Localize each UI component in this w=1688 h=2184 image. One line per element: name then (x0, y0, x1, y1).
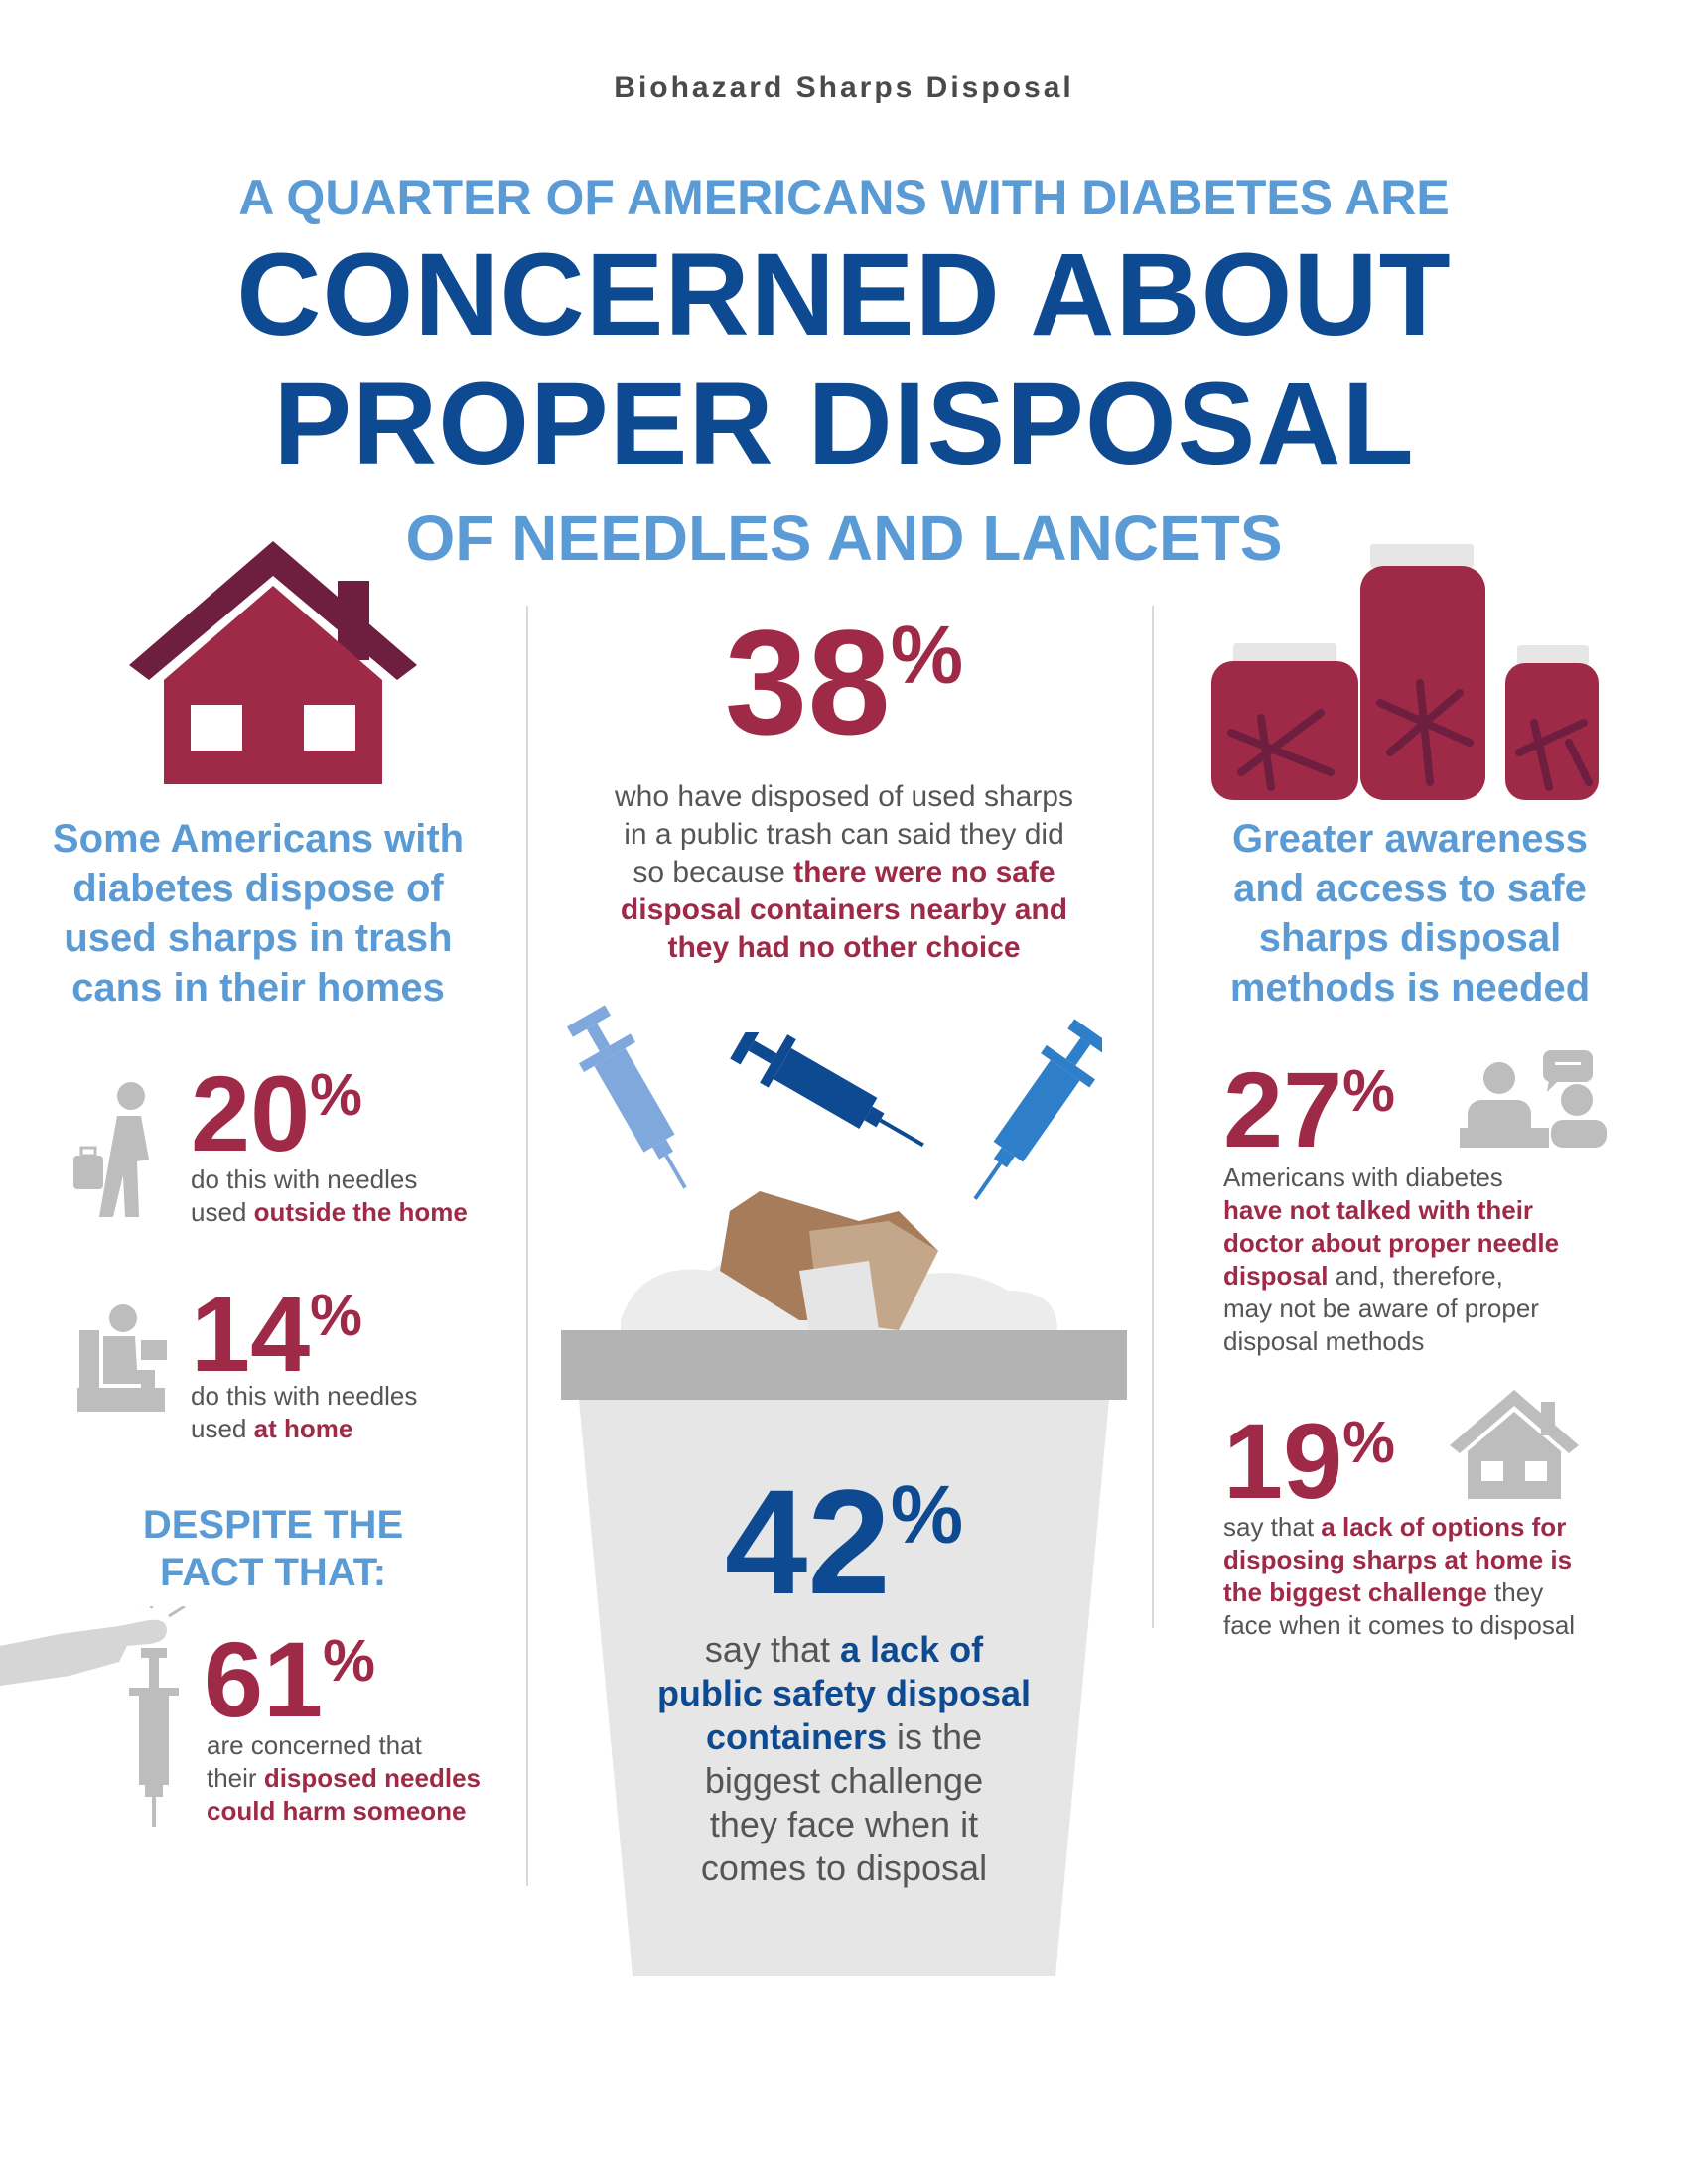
stat-19-value: 19% (1223, 1401, 1395, 1521)
seated-person-icon (77, 1304, 167, 1412)
stat-20-value: 20% (191, 1053, 362, 1173)
syringe-icon (129, 1648, 179, 1827)
column-divider-left (526, 606, 528, 1886)
headline-line4: OF NEEDLES AND LANCETS (405, 502, 1283, 574)
stat-38-value: 38% (724, 599, 964, 765)
syringe-navy-icon (730, 1032, 924, 1148)
stat-19-text: say that a lack of options for disposing… (1223, 1512, 1576, 1640)
stat-42-value: 42% (724, 1458, 964, 1625)
conversation-icon (1460, 1050, 1607, 1148)
headline-line1: A QUARTER OF AMERICANS WITH DIABETES ARE (238, 170, 1450, 225)
stat-61-value: 61% (204, 1619, 375, 1739)
stat-38-text: who have disposed of used sharps in a pu… (615, 780, 1073, 964)
walking-person-icon (73, 1082, 149, 1217)
headline-line3: PROPER DISPOSAL (273, 358, 1415, 489)
syringe-light-blue-icon (566, 1005, 687, 1189)
sharps-jars-icon (1211, 544, 1599, 800)
stat-42-text: say that a lack of public safety disposa… (656, 1629, 1032, 1888)
stat-27-text: Americans with diabetes have not talked … (1223, 1162, 1560, 1356)
house-icon (129, 541, 417, 784)
syringe-blue-icon (973, 1019, 1102, 1200)
stat-61-text: are concerned that their disposed needle… (207, 1730, 481, 1826)
trash-can-icon (561, 1191, 1127, 1976)
right-heading: Greater awareness and access to safe sha… (1229, 817, 1591, 1010)
stat-14-text: do this with needles used at home (191, 1381, 418, 1443)
top-label: Biohazard Sharps Disposal (614, 71, 1074, 104)
left-heading: Some Americans with diabetes dispose of … (52, 817, 465, 1010)
despite-heading: DESPITE THE FACT THAT: (142, 1503, 404, 1594)
stat-14-value: 14% (191, 1274, 362, 1394)
headline-line2: CONCERNED ABOUT (236, 229, 1452, 360)
pressing-hand-icon (0, 1606, 186, 1686)
column-divider-right (1152, 606, 1154, 1628)
stat-20-text: do this with needles used outside the ho… (191, 1164, 468, 1227)
small-house-icon (1450, 1390, 1579, 1499)
stat-27-value: 27% (1223, 1049, 1395, 1169)
